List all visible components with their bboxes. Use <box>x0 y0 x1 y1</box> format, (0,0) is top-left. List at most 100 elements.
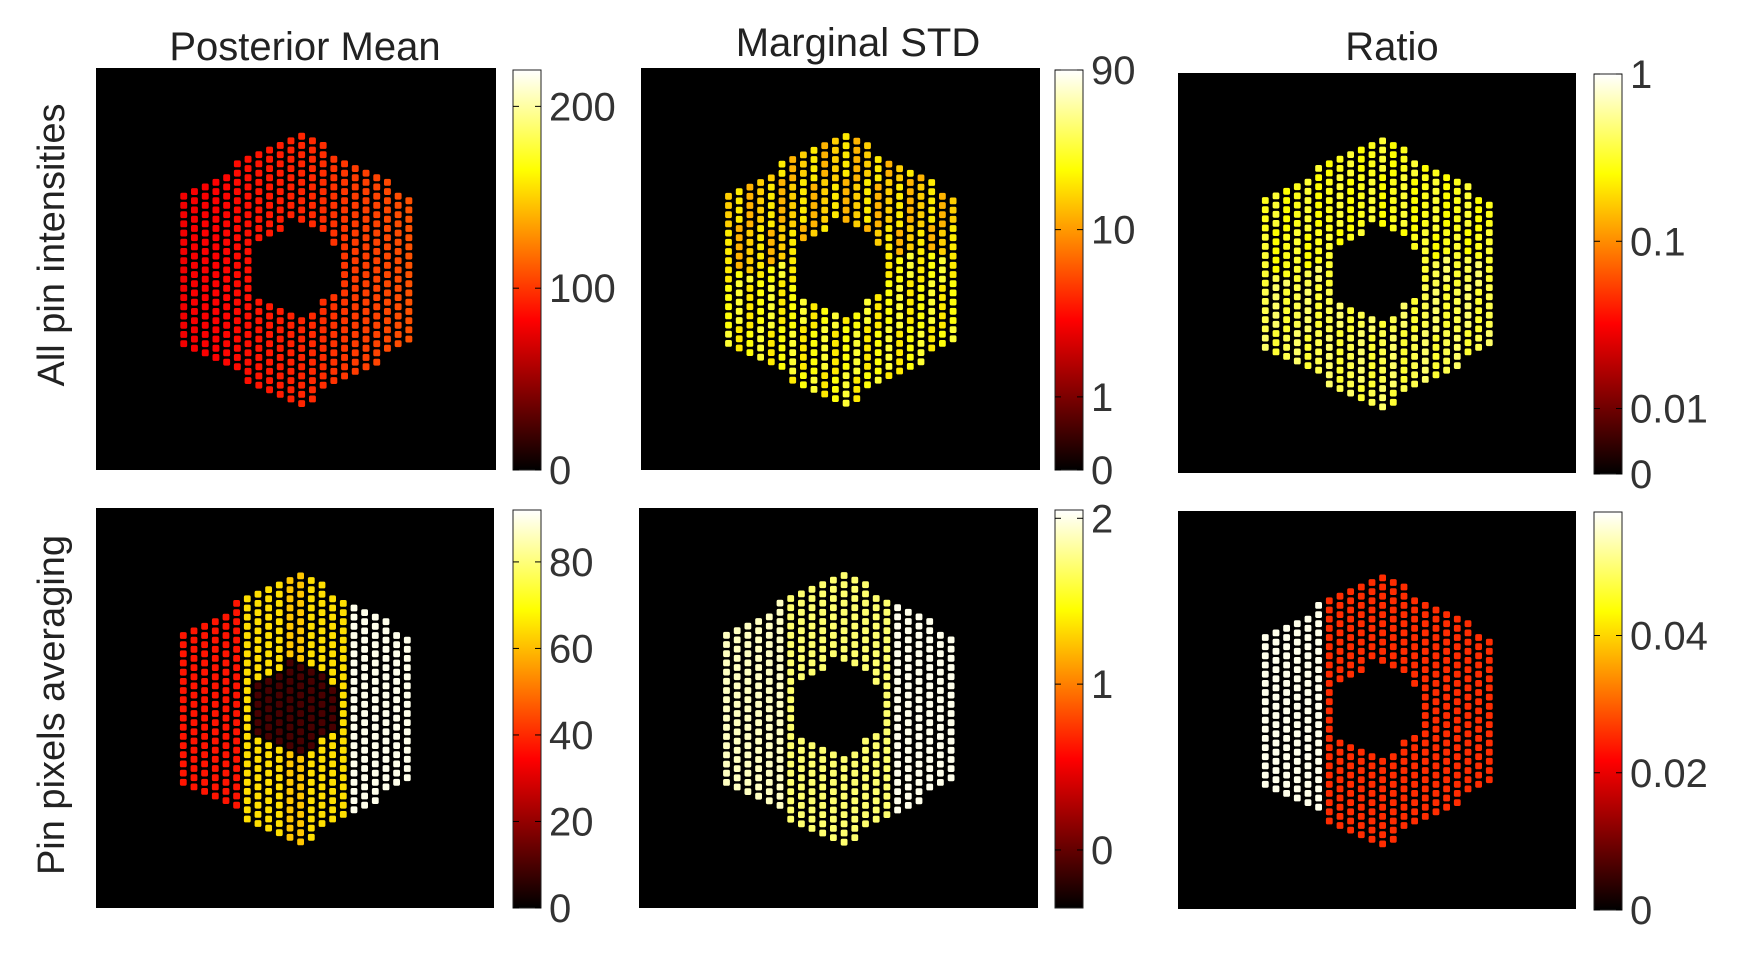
pin-cell <box>1443 767 1450 774</box>
pin-cell <box>382 737 390 745</box>
pin-cell <box>937 705 944 713</box>
pin-cell <box>275 673 283 681</box>
pin-cell <box>265 641 272 649</box>
pin-cell <box>755 774 762 782</box>
pin-cell <box>767 349 775 356</box>
pin-cell <box>201 238 209 246</box>
pin-cell <box>1325 233 1333 241</box>
pin-cell <box>798 654 805 662</box>
pin-cell <box>1283 762 1290 770</box>
pin-cell <box>1443 366 1450 374</box>
pin-cell <box>1304 762 1312 770</box>
pin-cell <box>382 728 390 736</box>
pin-cell <box>351 266 359 274</box>
pin-cell <box>1443 284 1450 291</box>
pin-cell <box>1485 638 1493 646</box>
colorbar-tick-label: 1 <box>1630 53 1652 97</box>
pin-cell <box>179 742 187 749</box>
pin-cell <box>371 723 379 731</box>
pin-cell <box>851 806 859 814</box>
pin-cell <box>896 211 903 219</box>
pin-cell <box>211 664 219 671</box>
pin-cell <box>211 783 219 791</box>
pin-cell <box>351 303 359 311</box>
pin-cell <box>1389 808 1397 816</box>
pin-cell <box>1368 808 1376 816</box>
pin-cell <box>733 737 741 745</box>
pin-cell <box>1475 215 1482 223</box>
pin-cell <box>297 572 304 580</box>
pin-cell <box>917 266 925 274</box>
pin-cell <box>233 710 240 717</box>
pin-cell <box>223 257 231 265</box>
pin-cell <box>275 636 283 644</box>
pin-cell <box>233 765 240 772</box>
pin-cell <box>767 284 775 292</box>
pin-cell <box>840 608 848 616</box>
pin-cell <box>362 335 370 343</box>
pin-cell <box>362 363 370 371</box>
pin-cell <box>350 678 358 685</box>
pin-cell <box>928 252 936 260</box>
pin-cell <box>265 604 272 612</box>
pin-cell <box>329 687 336 694</box>
pin-cell <box>883 728 891 736</box>
pin-cell <box>266 358 273 366</box>
pin-cell <box>819 599 827 607</box>
pin-cell <box>1347 178 1354 186</box>
pin-cell <box>329 778 336 786</box>
pin-cell <box>926 682 934 690</box>
pin-cell <box>222 696 230 704</box>
pin-cell <box>255 178 263 186</box>
colorbar <box>1054 69 1084 471</box>
pin-cell <box>1261 261 1269 269</box>
pin-cell <box>329 632 336 639</box>
pin-cell <box>373 192 381 200</box>
pin-cell <box>776 802 784 809</box>
pin-cell <box>190 673 198 681</box>
pin-cell <box>275 774 283 782</box>
pin-cell <box>307 815 315 823</box>
pin-cell <box>1368 762 1376 770</box>
pin-cell <box>297 618 304 626</box>
pin-cell <box>180 238 188 246</box>
pin-cell <box>405 243 413 251</box>
pin-cell <box>254 801 262 809</box>
pin-cell <box>767 266 775 274</box>
pin-cell <box>1304 670 1312 678</box>
pin-cell <box>362 280 370 288</box>
pin-cell <box>1379 403 1386 411</box>
pin-cell <box>1272 647 1280 655</box>
pin-cell <box>329 769 336 777</box>
pin-cell <box>1261 771 1269 779</box>
pin-cell <box>1379 647 1386 655</box>
pin-cell <box>243 668 251 676</box>
pin-cell <box>297 627 304 635</box>
pin-cell <box>1443 629 1450 637</box>
pin-cell <box>746 321 754 329</box>
pin-cell <box>755 682 762 690</box>
pin-cell <box>1261 334 1269 342</box>
pin-cell <box>915 751 923 759</box>
pin-cell <box>755 719 762 727</box>
pin-cell <box>832 202 839 209</box>
pin-cell <box>894 604 901 612</box>
pin-cell <box>233 178 241 186</box>
pin-cell <box>787 631 795 639</box>
pin-cell <box>341 252 348 260</box>
pin-cell <box>266 174 273 182</box>
pin-cell <box>776 783 784 791</box>
pin-cell <box>330 229 338 237</box>
pin-cell <box>864 363 871 370</box>
pin-cell <box>917 202 925 209</box>
pin-cell <box>949 225 957 232</box>
pin-cell <box>1325 215 1333 223</box>
pin-cell <box>382 755 390 763</box>
pin-cell <box>1453 753 1461 761</box>
pin-cell <box>1432 343 1440 351</box>
pin-cell <box>1453 288 1461 296</box>
pin-cell <box>776 645 784 653</box>
pin-cell <box>885 179 893 186</box>
pin-cell <box>1464 638 1472 646</box>
pin-cell <box>1261 325 1269 333</box>
